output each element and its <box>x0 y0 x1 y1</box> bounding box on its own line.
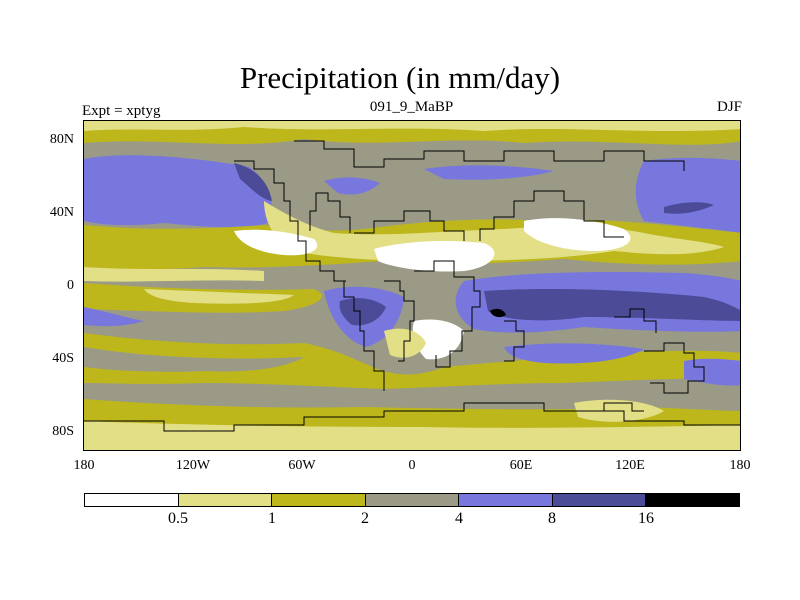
map-contour-south-america-dry <box>384 328 426 358</box>
x-tick-120w: 120W <box>175 458 211 473</box>
y-tick-80n: 80N <box>49 132 74 147</box>
map-contour-north-atlantic-subtropical-high <box>84 267 264 282</box>
colorbar-label: 0.5 <box>168 510 188 527</box>
map-contour-south-polar-light <box>84 421 740 450</box>
x-tick-60e: 60E <box>509 458 533 473</box>
colorbar-cell <box>272 494 366 506</box>
map-contour-south-atlantic-wet <box>84 307 144 327</box>
colorbar-cell <box>552 494 647 506</box>
map-contour-north-pacific-wettest <box>234 163 272 201</box>
colorbar-label: 1 <box>268 510 276 527</box>
map-contour-north-africa-dry <box>374 241 495 272</box>
map-contour-north-atlantic-wet <box>324 177 380 195</box>
map-panel <box>83 120 741 451</box>
colorbar-label: 8 <box>548 510 556 527</box>
map-contour-nw-pacific-wet <box>635 157 740 233</box>
map-contour-south-pacific-moist <box>84 347 304 372</box>
map-contour-south-america-wettest <box>339 298 386 326</box>
map-contour-tropical-max <box>490 308 506 318</box>
season-label: DJF <box>716 99 742 115</box>
colorbar-cell <box>85 494 179 506</box>
map-contour-nw-pacific-wettest <box>664 202 714 214</box>
x-tick-180e: 180 <box>729 458 751 473</box>
experiment-label: Expt = xptyg <box>82 103 161 119</box>
y-tick-40n: 40N <box>49 205 74 220</box>
map-contour-sahara-dry <box>234 229 318 256</box>
colorbar-label: 4 <box>455 510 463 527</box>
x-tick-0: 0 <box>408 458 416 473</box>
map-contour-north-pacific-wet <box>84 155 273 228</box>
map-contour-southern-africa-dry <box>412 319 464 360</box>
map-contour-south-indian-wet <box>504 343 644 364</box>
map-contour-south-subtropics-moist <box>84 333 740 389</box>
x-tick-60w: 60W <box>288 458 316 473</box>
colorbar-cell <box>459 494 553 506</box>
y-tick-eq: 0 <box>67 278 74 293</box>
y-tick-40s: 40S <box>52 351 74 366</box>
colorbar-label: 16 <box>638 510 654 527</box>
colorbar-cell <box>178 494 273 506</box>
colorbar <box>84 493 740 507</box>
precipitation-map <box>84 121 740 450</box>
x-tick-120e: 120E <box>615 458 645 473</box>
plot-title: Precipitation (in mm/day) <box>239 60 561 95</box>
colorbar-cell <box>646 494 740 506</box>
y-tick-80s: 80S <box>52 424 74 439</box>
colorbar-label: 2 <box>361 510 369 527</box>
x-tick-180w: 180 <box>73 458 95 473</box>
map-contour-tropical-pacific-light <box>144 289 294 304</box>
period-label: 091_9_MaBP <box>369 99 454 115</box>
map-contour-north-polar-light <box>84 121 740 131</box>
coastlines <box>84 140 740 432</box>
map-contour-eurasia-wet <box>424 165 554 180</box>
map-contour-southern-ocean-wet <box>684 358 740 386</box>
map-contour-tropical-wettest <box>484 289 740 321</box>
colorbar-cell <box>365 494 460 506</box>
